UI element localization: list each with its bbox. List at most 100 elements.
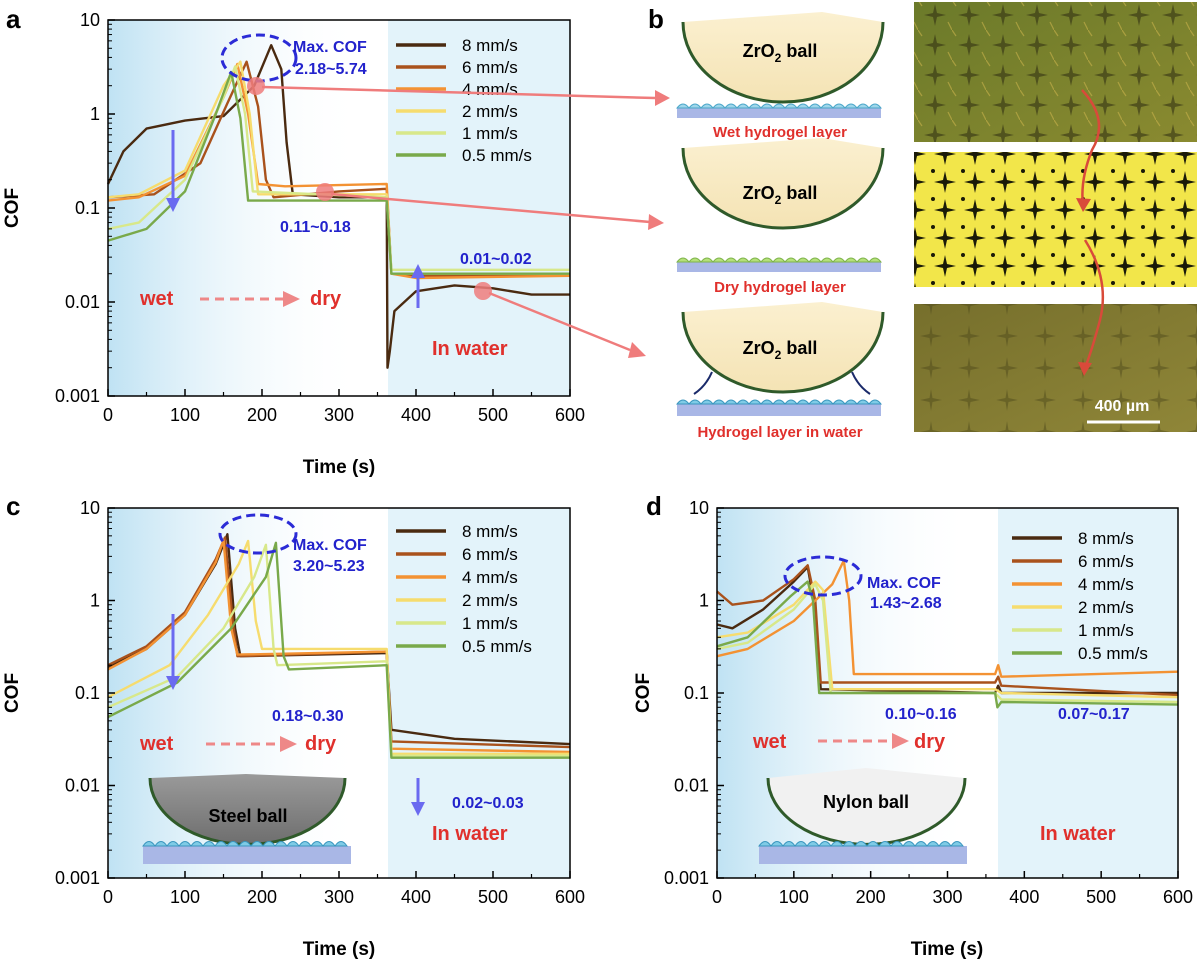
- y-tick-label-a-10: 10: [80, 10, 100, 30]
- water-range-d: 0.07~0.17: [1058, 706, 1130, 723]
- legend-label-d-6: 0.5 mm/s: [1078, 644, 1148, 663]
- max-cof-ellipse-c: [218, 513, 298, 555]
- scale-bar-label: 400 µm: [1095, 398, 1150, 415]
- x-tick-label-d-100: 100: [779, 887, 809, 907]
- y-tick-label-d-1: 1: [699, 591, 709, 611]
- x-tick-label-c-300: 300: [324, 887, 354, 907]
- micrograph-link-2: [1083, 239, 1105, 369]
- water-range-a: 0.01~0.02: [460, 251, 532, 268]
- x-tick-label-a-600: 600: [555, 405, 585, 425]
- y-tick-label-d-0.001: 0.001: [664, 868, 709, 888]
- series-line-d-3: [716, 559, 1179, 678]
- legend-label-c-6: 0.5 mm/s: [462, 637, 532, 656]
- max-cof-range-c: 3.20~5.23: [293, 558, 365, 575]
- marker-water-a: [474, 282, 492, 300]
- dry-layer-label: Dry hydrogel layer: [714, 279, 846, 296]
- x-axis-label-a: Time (s): [303, 457, 376, 478]
- series-line-c-6: [107, 541, 570, 759]
- micrograph-water-texture: [914, 304, 1197, 432]
- legend-label-c-1: 8 mm/s: [462, 522, 518, 541]
- y-tick-label-d-0.01: 0.01: [674, 776, 709, 796]
- decrease-arrowhead-c-water: [411, 802, 425, 816]
- marker-wet-a: [247, 77, 265, 95]
- y-axis-label-a: COF: [2, 188, 23, 228]
- max-cof-label-d: Max. COF: [867, 575, 941, 592]
- panel-letter-c: c: [6, 491, 20, 521]
- wet-label-d: wet: [752, 731, 787, 753]
- steel-ball: [150, 774, 345, 845]
- axes-d: 0 100 200 300 400 500 600 10 1 0.1 0.01 0.001: [664, 498, 1193, 907]
- water-range-c: 0.02~0.03: [452, 795, 524, 812]
- link-arrow-water: [488, 291, 631, 352]
- increase-arrowhead-a: [411, 264, 425, 278]
- hydrogel-layer-dry: [675, 257, 883, 263]
- legend-label-c-5: 1 mm/s: [462, 614, 518, 633]
- y-tick-label-a-0.01: 0.01: [65, 292, 100, 312]
- legend-label-a-2: 6 mm/s: [462, 58, 518, 77]
- dry-label-d: dry: [914, 731, 946, 753]
- legend-label-c-3: 4 mm/s: [462, 568, 518, 587]
- link-arrow-dry: [330, 192, 651, 224]
- in-water-label-c: In water: [432, 823, 508, 845]
- water-region-shading-c: [388, 508, 570, 878]
- plot-area-a: [106, 44, 571, 369]
- micrograph-wet-texture: [914, 2, 1197, 142]
- panel-d: d 0 100 200 300 400 500 600 10 1 0.1 0.01 0.001 Tim…: [633, 491, 1193, 960]
- marker-dry-a: [316, 183, 334, 201]
- x-axis-label-c: Time (s): [303, 939, 376, 960]
- substrate-water: [677, 404, 881, 416]
- y-tick-label-c-0.1: 0.1: [75, 683, 100, 703]
- max-cof-ellipse-d: [783, 555, 863, 597]
- x-tick-label-a-200: 200: [247, 405, 277, 425]
- ball-label-dry: ZrO2 ball: [743, 183, 818, 207]
- x-tick-label-c-100: 100: [170, 887, 200, 907]
- ball-label-water: ZrO2 ball: [743, 338, 818, 362]
- substrate-d: [759, 846, 967, 864]
- panel-letter-d: d: [646, 491, 662, 521]
- ball-outline-wet: [681, 21, 885, 104]
- schematic-water: ZrO2 ball Hydrogel layer in water: [675, 302, 885, 441]
- wet-layer-label: Wet hydrogel layer: [713, 124, 847, 141]
- wet-label-c: wet: [139, 733, 174, 755]
- legend-label-d-3: 4 mm/s: [1078, 575, 1134, 594]
- nylon-ball-label: Nylon ball: [823, 792, 909, 812]
- max-cof-label-a: Max. COF: [293, 39, 367, 56]
- x-tick-label-a-300: 300: [324, 405, 354, 425]
- hydrogel-layer-d: [758, 841, 964, 847]
- y-tick-label-d-10: 10: [689, 498, 709, 518]
- legend-label-c-4: 2 mm/s: [462, 591, 518, 610]
- y-tick-label-a-0.1: 0.1: [75, 198, 100, 218]
- legend-label-d-1: 8 mm/s: [1078, 529, 1134, 548]
- y-tick-label-a-0.001: 0.001: [55, 386, 100, 406]
- dry-range-a: 0.11~0.18: [280, 219, 351, 236]
- link-arrow-wet: [261, 85, 656, 100]
- series-line-d-5: [716, 583, 1179, 704]
- x-tick-label-d-500: 500: [1086, 887, 1116, 907]
- link-arrowhead-dry: [648, 214, 664, 230]
- axes-c: 0 100 200 300 400 500 600 10 1 0.1 0.01 0.001: [55, 498, 585, 907]
- y-axis-label-d: COF: [633, 673, 654, 713]
- y-axis-label-c: COF: [2, 673, 23, 713]
- zro2-ball-dry: [683, 138, 883, 228]
- wet-region-shading: [108, 20, 363, 396]
- y-tick-label-c-0.01: 0.01: [65, 776, 100, 796]
- link-arrowhead-water: [628, 342, 646, 358]
- legend-label-d-2: 6 mm/s: [1078, 552, 1134, 571]
- x-tick-label-a-400: 400: [401, 405, 431, 425]
- wet-dry-arrowhead-c: [280, 736, 297, 752]
- max-cof-label-c: Max. COF: [293, 537, 367, 554]
- y-tick-label-d-0.1: 0.1: [684, 683, 709, 703]
- series-line-a-1: [106, 44, 570, 369]
- x-tick-label-d-600: 600: [1163, 887, 1193, 907]
- ball-outline-dry: [681, 147, 885, 230]
- micrograph-link-1: [1081, 89, 1101, 206]
- substrate-wet: [677, 108, 881, 118]
- in-water-label-a: In water: [432, 338, 508, 360]
- y-tick-label-a-1: 1: [90, 104, 100, 124]
- dry-range-d: 0.10~0.16: [885, 706, 957, 723]
- steel-ball-label: Steel ball: [208, 806, 287, 826]
- schematic-wet: ZrO2 ball Wet hydrogel layer: [675, 12, 885, 141]
- x-tick-label-d-300: 300: [932, 887, 962, 907]
- legend-label-a-4: 2 mm/s: [462, 102, 518, 121]
